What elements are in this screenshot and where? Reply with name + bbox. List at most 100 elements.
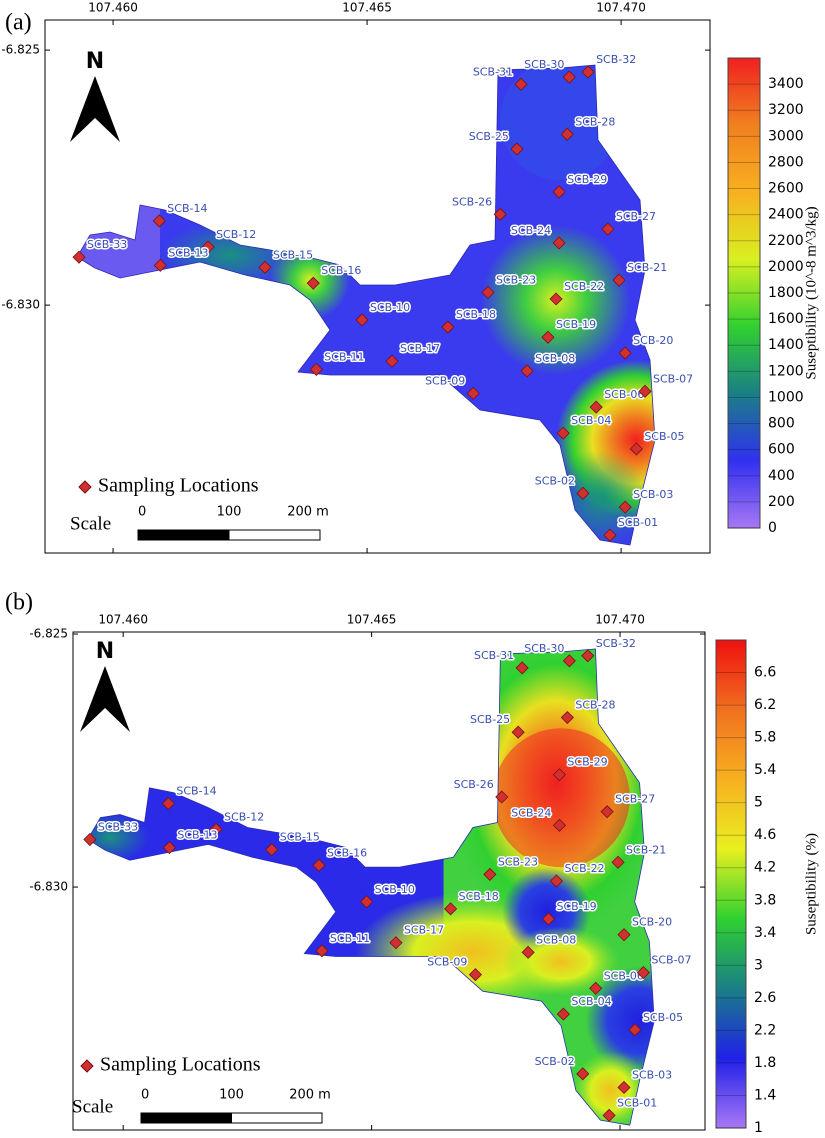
sampling-label: SCB-14 — [176, 785, 216, 798]
scale-label: 100 — [219, 1088, 244, 1103]
sampling-label: SCB-15 — [280, 831, 320, 844]
sampling-label: SCB-02 — [535, 474, 575, 487]
colorbar-tick-label: 1.8 — [754, 1055, 776, 1071]
sampling-label: SCB-16 — [321, 264, 361, 277]
sampling-marker — [603, 528, 617, 542]
colorbar-tick-label: 1200 — [768, 363, 804, 379]
sampling-marker — [515, 661, 529, 675]
sampling-label: SCB-29 — [567, 756, 607, 769]
sampling-marker — [510, 142, 524, 156]
colorbar-tick-label: 3000 — [768, 128, 804, 144]
sampling-label: SCB-13 — [168, 246, 208, 259]
colorbar — [727, 57, 761, 529]
scale-bar-white — [228, 529, 321, 541]
sampling-marker — [161, 797, 175, 811]
sampling-marker — [265, 843, 279, 857]
colorbar-tick-label: 5 — [754, 795, 763, 811]
sampling-marker — [576, 486, 590, 500]
colorbar — [715, 639, 747, 1129]
sampling-label: SCB-14 — [167, 202, 207, 215]
sampling-label: SCB-19 — [556, 900, 596, 913]
sampling-label: SCB-16 — [327, 846, 367, 859]
sampling-label: SCB-28 — [575, 115, 615, 128]
sampling-label: SCB-22 — [564, 862, 604, 875]
north-label: N — [96, 639, 114, 664]
colorbar-title: Suseptibility (%) — [803, 833, 819, 935]
sampling-marker — [209, 822, 223, 836]
y-tick-label: -6.825 — [1, 43, 40, 57]
map-frame — [44, 19, 711, 554]
sampling-marker — [201, 240, 215, 254]
sampling-marker — [629, 442, 643, 456]
sampling-label: SCB-09 — [427, 956, 467, 969]
sampling-label: SCB-04 — [571, 995, 611, 1008]
sampling-marker — [589, 981, 603, 995]
colorbar-tick-label: 600 — [768, 442, 795, 458]
sampling-marker — [556, 1007, 570, 1021]
sampling-label: SCB-23 — [496, 273, 536, 286]
legend-marker — [78, 480, 92, 494]
sampling-marker — [617, 928, 631, 942]
sampling-marker — [312, 858, 326, 872]
colorbar-tick-label: 2600 — [768, 181, 804, 197]
colorbar-tick-label: 3400 — [768, 76, 804, 92]
sampling-marker — [562, 654, 576, 668]
sampling-label: SCB-31 — [474, 649, 514, 662]
sampling-marker — [444, 902, 458, 916]
x-tick-label: 107.465 — [342, 1, 392, 15]
sampling-label: SCB-33 — [87, 238, 127, 251]
sampling-label: SCB-21 — [627, 261, 667, 274]
colorbar-tick-label: 3.8 — [754, 892, 776, 908]
sampling-marker — [360, 895, 374, 909]
sampling-label: SCB-01 — [618, 516, 658, 529]
scale-label: 0 — [141, 1088, 149, 1103]
colorbar-tick-label: 2.2 — [754, 1022, 776, 1038]
sampling-marker — [441, 320, 455, 334]
sampling-label: SCB-12 — [216, 228, 256, 241]
colorbar-tick-label: 2400 — [768, 207, 804, 223]
sampling-label: SCB-17 — [404, 924, 444, 937]
sampling-label: SCB-22 — [564, 280, 604, 293]
sampling-label: SCB-20 — [633, 334, 673, 347]
north-arrow — [80, 666, 130, 732]
sampling-marker — [552, 768, 566, 782]
sampling-label: SCB-21 — [626, 843, 666, 856]
sampling-marker — [602, 1108, 616, 1122]
sampling-label: SCB-01 — [617, 1096, 657, 1109]
colorbar-tick-label: 4.2 — [754, 860, 776, 876]
legend-label: Sampling Locations — [98, 475, 259, 497]
scale-label: 100 — [217, 505, 242, 520]
legend-label: Sampling Locations — [100, 1054, 261, 1076]
sampling-label: SCB-23 — [498, 855, 538, 868]
sampling-marker — [618, 500, 632, 514]
sampling-label: SCB-17 — [400, 342, 440, 355]
sampling-marker — [385, 354, 399, 368]
sampling-marker — [560, 127, 574, 141]
x-tick-label: 107.470 — [596, 1, 646, 15]
colorbar-tick-label: 800 — [768, 416, 795, 432]
panel-label: (a) — [5, 10, 32, 36]
sampling-label: SCB-12 — [224, 810, 264, 823]
sampling-marker — [552, 236, 566, 250]
sampling-marker — [355, 313, 369, 327]
colorbar-tick-label: 1400 — [768, 337, 804, 353]
sampling-label: SCB-28 — [575, 699, 615, 712]
sampling-marker — [258, 260, 272, 274]
x-tick-label: 107.460 — [88, 1, 138, 15]
scale-title: Scale — [70, 513, 111, 534]
colorbar-tick-label: 1600 — [768, 311, 804, 327]
sampling-marker — [309, 362, 323, 376]
sampling-label: SCB-15 — [273, 248, 313, 261]
x-tick-label: 107.460 — [98, 613, 148, 627]
sampling-marker — [589, 400, 603, 414]
sampling-marker — [514, 77, 528, 91]
scale-bar-black — [140, 1112, 232, 1124]
sampling-marker — [152, 214, 166, 228]
sampling-marker — [72, 250, 86, 264]
sampling-label: SCB-04 — [571, 414, 611, 427]
sampling-label: SCB-24 — [511, 224, 551, 237]
sampling-label: SCB-08 — [535, 352, 575, 365]
map-frame — [72, 631, 706, 1131]
sampling-label: SCB-20 — [632, 916, 672, 929]
sampling-label: SCB-11 — [330, 932, 370, 945]
